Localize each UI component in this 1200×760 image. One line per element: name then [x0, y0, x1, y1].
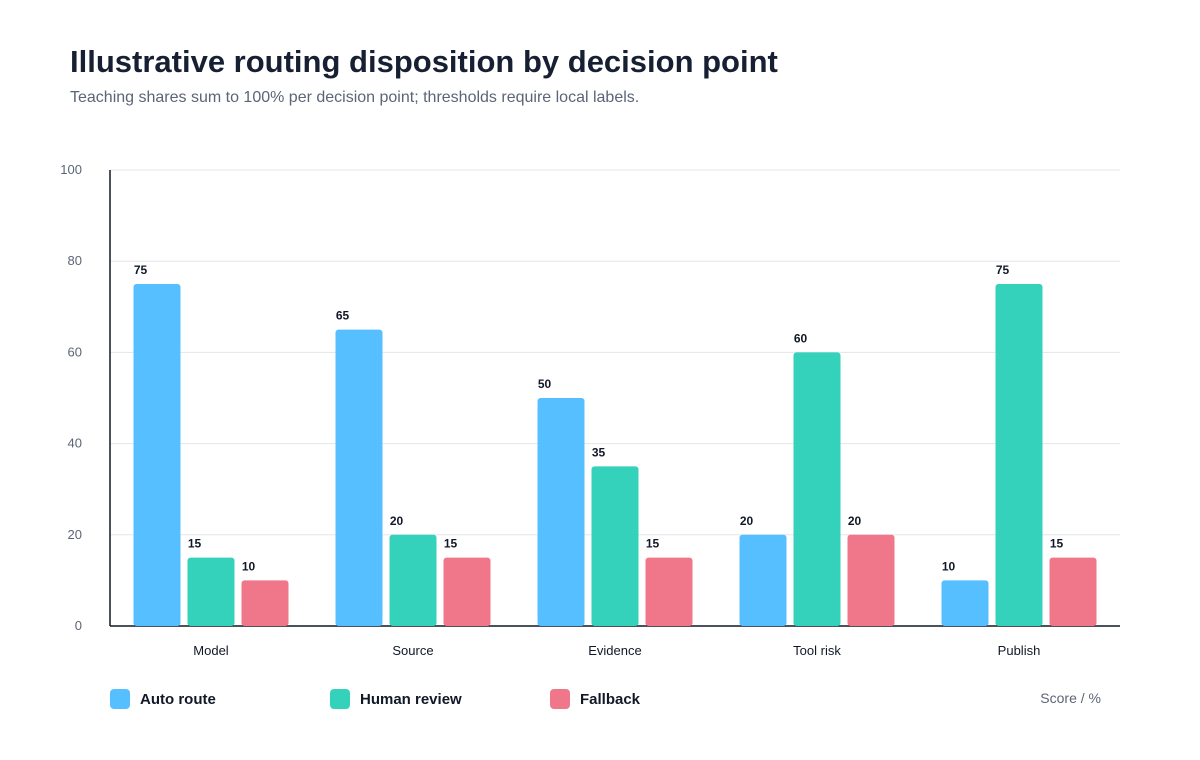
- bar-evidence-fallback: [645, 557, 693, 626]
- data-label: 75: [996, 263, 1010, 277]
- bar-publish-human-review: [995, 284, 1043, 626]
- bar-source-fallback: [443, 557, 491, 626]
- data-label: 20: [740, 514, 754, 528]
- y-tick-label-0: 0: [75, 618, 82, 633]
- data-label: 15: [646, 537, 660, 551]
- bar-source-auto-route: [335, 329, 383, 626]
- legend-swatch-fallback: [550, 689, 570, 709]
- data-label: 15: [188, 537, 202, 551]
- unit-label: Score / %: [1040, 690, 1101, 706]
- legend-label-auto-route: Auto route: [140, 690, 216, 708]
- data-label: 10: [242, 559, 256, 573]
- data-label: 15: [1050, 537, 1064, 551]
- bar-model-human-review: [187, 557, 235, 626]
- legend-swatch-auto-route: [110, 689, 130, 709]
- bar-publish-auto-route: [941, 580, 989, 626]
- bar-source-human-review: [389, 534, 437, 626]
- bar-evidence-auto-route: [537, 398, 585, 626]
- data-label: 50: [538, 377, 552, 391]
- x-tick-label-tool-risk: Tool risk: [793, 643, 841, 658]
- labels: 0 20 40 60 80 100 75 15 10 Model 65 20 15 Source 50 35 1…: [60, 162, 1063, 658]
- data-label: 65: [336, 309, 350, 323]
- bar-model-fallback: [241, 580, 289, 626]
- legend-item-fallback: Fallback: [550, 688, 640, 710]
- x-tick-label-publish: Publish: [998, 643, 1041, 658]
- y-tick-label-20: 20: [68, 527, 82, 542]
- y-tick-label-40: 40: [68, 436, 82, 451]
- x-tick-label-evidence: Evidence: [588, 643, 641, 658]
- bars: [133, 284, 1097, 626]
- legend-label-fallback: Fallback: [580, 690, 641, 708]
- bar-tool-risk-auto-route: [739, 534, 787, 626]
- data-label: 60: [794, 331, 808, 345]
- chart-title: Illustrative routing disposition by deci…: [70, 44, 778, 79]
- bar-model-auto-route: [133, 284, 181, 626]
- legend-item-auto-route: Auto route: [110, 688, 216, 710]
- data-label: 15: [444, 537, 458, 551]
- bar-publish-fallback: [1049, 557, 1097, 626]
- data-label: 75: [134, 263, 148, 277]
- y-tick-label-100: 100: [60, 162, 82, 177]
- bar-tool-risk-fallback: [847, 534, 895, 626]
- x-tick-label-source: Source: [392, 643, 433, 658]
- data-label: 10: [942, 559, 956, 573]
- data-label: 35: [592, 445, 606, 459]
- legend-swatch-human-review: [330, 689, 350, 709]
- y-tick-label-60: 60: [68, 344, 82, 359]
- x-tick-label-model: Model: [193, 643, 229, 658]
- bar-tool-risk-human-review: [793, 352, 841, 626]
- data-label: 20: [390, 514, 404, 528]
- y-tick-label-80: 80: [68, 253, 82, 268]
- legend-item-human-review: Human review: [330, 688, 462, 710]
- bar-evidence-human-review: [591, 466, 639, 626]
- data-label: 20: [848, 514, 862, 528]
- legend-label-human-review: Human review: [360, 690, 462, 708]
- chart-subtitle: Teaching shares sum to 100% per decision…: [70, 89, 640, 106]
